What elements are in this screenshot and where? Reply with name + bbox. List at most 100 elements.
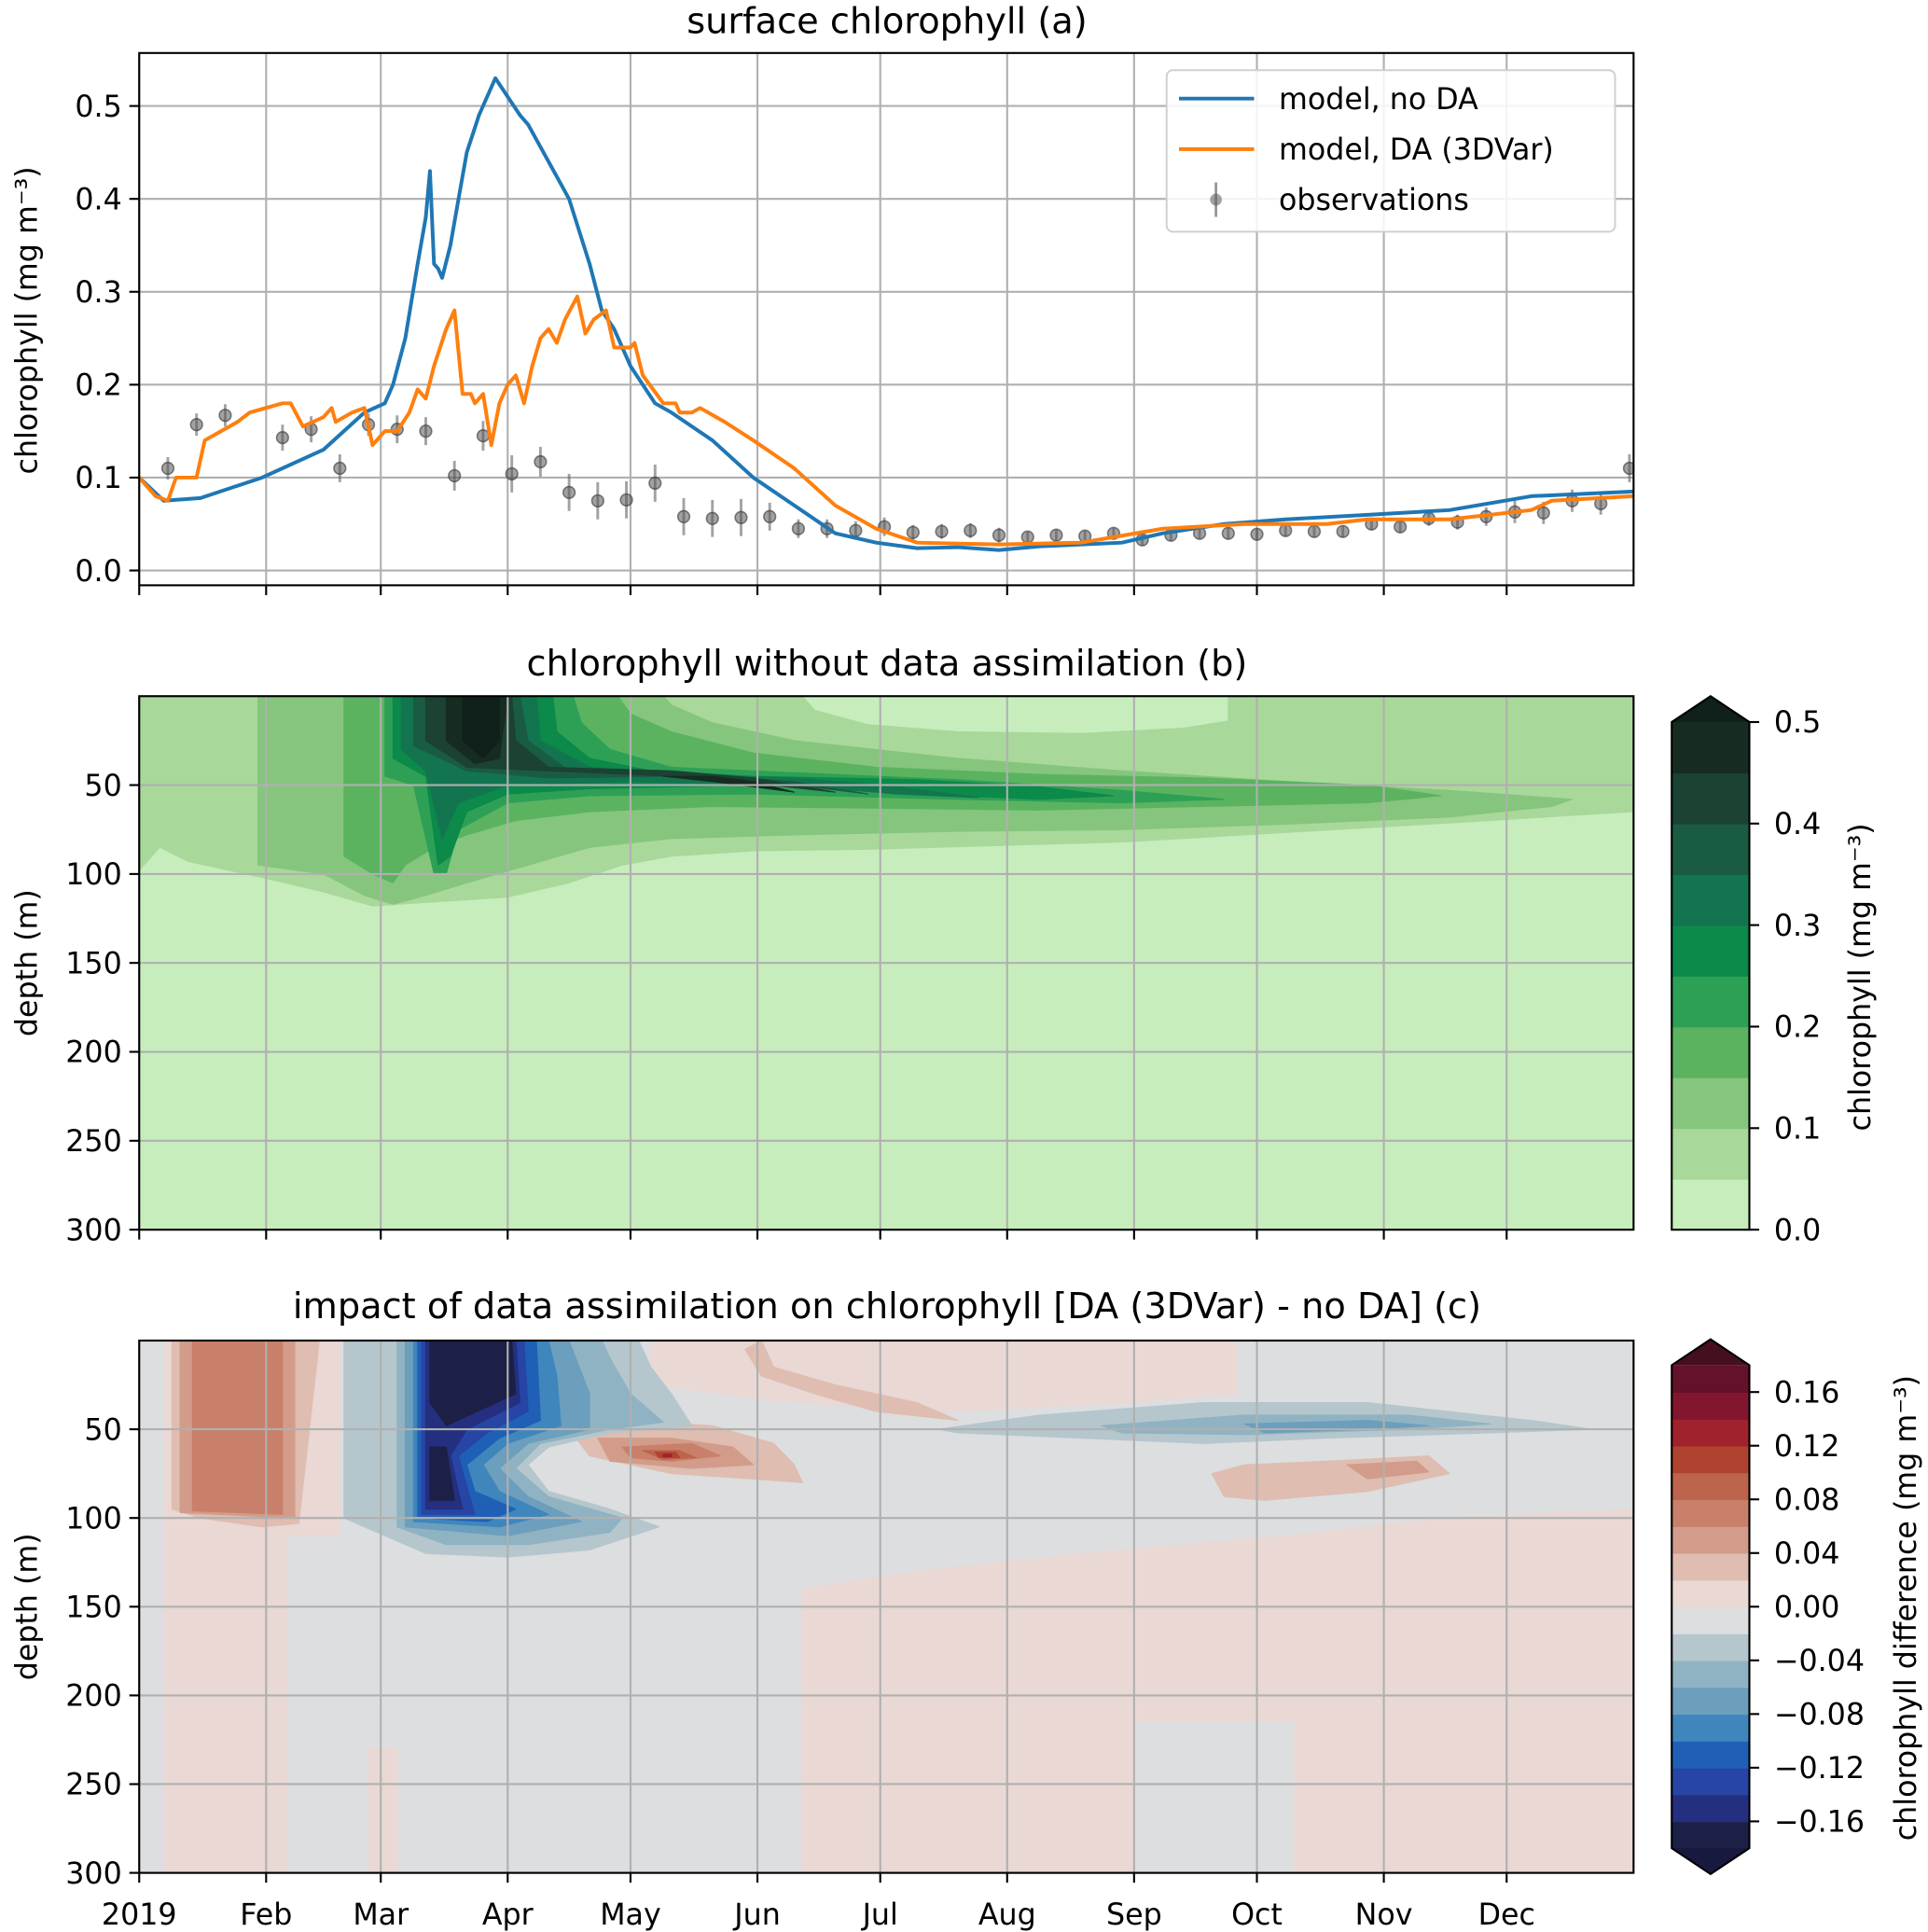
colorbar-band: [1671, 874, 1750, 926]
colorbar-tick-label: −0.12: [1774, 1752, 1865, 1786]
observation-marker: [935, 524, 949, 538]
observation-marker: [619, 493, 633, 507]
x-tick-label: Jul: [861, 1898, 898, 1932]
y-tick-label: 150: [65, 1591, 121, 1625]
colorbar-tick-label: −0.08: [1774, 1699, 1865, 1732]
panel-b-ylabel: depth (m): [11, 889, 45, 1036]
colorbar-band: [1671, 924, 1750, 977]
observation-marker: [791, 521, 806, 535]
colorbar-band: [1671, 1526, 1750, 1554]
observation-marker: [218, 409, 232, 423]
y-tick-label: 250: [65, 1125, 121, 1159]
observation-point: [1594, 492, 1608, 515]
observation-marker: [734, 510, 748, 524]
observation-marker: [849, 523, 863, 537]
colorbar-band: [1671, 1445, 1750, 1474]
colorbar-tick-label: 0.2: [1774, 1011, 1821, 1045]
colorbar-tick-label: 0.00: [1774, 1591, 1840, 1625]
x-tick-label: Dec: [1478, 1898, 1535, 1932]
observation-marker: [648, 476, 662, 491]
x-tick-label: Nov: [1355, 1898, 1413, 1932]
observation-marker: [1279, 523, 1293, 537]
colorbar-tick-label: 0.4: [1774, 808, 1821, 841]
contour-region: [744, 1341, 959, 1422]
y-tick-label: 0.1: [75, 462, 121, 495]
y-tick-label: 100: [65, 858, 121, 892]
axes-frame: [138, 51, 1635, 587]
observation-marker: [763, 509, 777, 523]
observation-point: [1250, 527, 1264, 541]
colorbar-band: [1671, 1365, 1750, 1393]
observation-marker: [160, 461, 175, 476]
series-line-da-3dvar: [139, 294, 1634, 547]
observation-point: [275, 424, 290, 452]
observation-point: [419, 417, 433, 446]
observation-marker: [275, 430, 290, 445]
colorbar-band: [1671, 1128, 1750, 1180]
colorbar-label: chlorophyll (mg m⁻³): [1844, 823, 1878, 1131]
observation-point: [763, 502, 777, 531]
observation-point: [676, 497, 691, 535]
colorbar-extend-max: [1671, 1339, 1750, 1366]
observation-point: [333, 454, 347, 482]
colorbar-band: [1671, 976, 1750, 1028]
contour-region: [424, 696, 837, 793]
observation-marker: [1336, 524, 1350, 538]
x-tick-label: Feb: [240, 1898, 292, 1932]
colorbar-label: chlorophyll difference (mg m⁻³): [1890, 1375, 1923, 1841]
colorbar-tick-label: 0.1: [1774, 1113, 1821, 1147]
observation-marker: [1307, 524, 1322, 538]
x-tick-label: May: [600, 1898, 661, 1932]
observation-point: [1279, 523, 1293, 537]
y-tick-label: 50: [84, 1413, 121, 1447]
colorbar-band: [1671, 1714, 1750, 1742]
panel-a-title: surface chlorophyll (a): [687, 1, 1088, 43]
contour-region: [1346, 1460, 1430, 1480]
y-tick-label: 0.4: [75, 183, 121, 216]
colorbar-tick-label: 0.5: [1774, 706, 1821, 740]
colorbar-band: [1671, 772, 1750, 825]
legend-label: observations: [1279, 184, 1469, 217]
contour-region: [429, 1446, 455, 1501]
colorbar-extend-min: [1671, 1848, 1750, 1874]
observation-point: [562, 473, 576, 511]
observation-marker: [1250, 527, 1264, 541]
colorbar-tick-label: 0.08: [1774, 1483, 1840, 1517]
observation-point: [648, 465, 662, 502]
colorbar-b: 0.0 0.1 0.2 0.3 0.4 0.5 chlorophyll (mg m⁻³): [1671, 694, 1878, 1247]
observation-marker: [1221, 526, 1235, 540]
observation-marker: [333, 461, 347, 476]
colorbar-tick-label: 0.0: [1774, 1214, 1821, 1247]
y-tick-label: 300: [65, 1214, 121, 1247]
panel-a-ylabel: chlorophyll (mg m⁻³): [11, 166, 45, 474]
observation-marker: [562, 485, 576, 500]
contour-region: [801, 1508, 1634, 1873]
observation-point: [1336, 524, 1350, 538]
observation-point: [619, 480, 633, 519]
observation-marker: [705, 511, 719, 525]
x-tick-label: 2019: [102, 1898, 177, 1932]
observation-point: [935, 523, 949, 539]
x-tick-label: Apr: [482, 1898, 534, 1932]
y-tick-label: 300: [65, 1857, 121, 1891]
observation-marker: [476, 429, 491, 443]
colorbar-band: [1671, 1579, 1750, 1608]
x-tick-label: Aug: [978, 1898, 1036, 1932]
colorbar-band: [1671, 1499, 1750, 1527]
colorbar-band: [1671, 1026, 1750, 1078]
colorbar-tick-label: −0.16: [1774, 1806, 1865, 1840]
colorbar-band: [1671, 1821, 1750, 1849]
observation-marker: [534, 454, 548, 469]
panel-b-title: chlorophyll without data assimilation (b…: [527, 643, 1248, 685]
contour-region: [191, 1341, 284, 1515]
colorbar-band: [1671, 1178, 1750, 1230]
observation-marker: [964, 523, 978, 537]
y-tick-label: 100: [65, 1502, 121, 1536]
colorbar-band: [1671, 1606, 1750, 1634]
observation-marker: [590, 493, 604, 507]
y-tick-label: 0.2: [75, 369, 121, 403]
x-tick-label: Sep: [1106, 1898, 1162, 1932]
observation-point: [448, 461, 462, 491]
observation-point: [534, 447, 548, 477]
